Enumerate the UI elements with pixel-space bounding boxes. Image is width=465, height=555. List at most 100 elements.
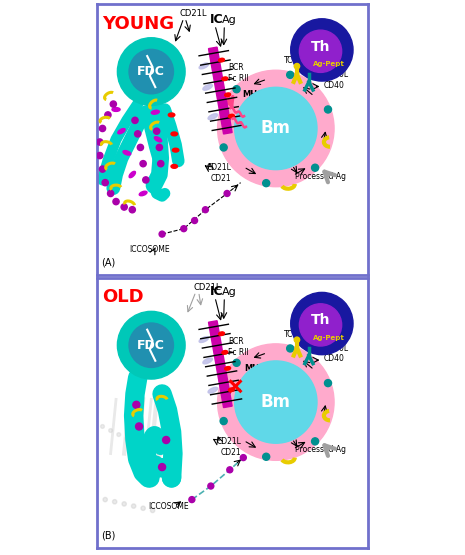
Ellipse shape	[222, 351, 228, 354]
Text: Th: Th	[311, 39, 330, 54]
Ellipse shape	[171, 164, 178, 168]
Ellipse shape	[151, 110, 159, 114]
Circle shape	[202, 207, 208, 213]
Text: (B): (B)	[101, 531, 115, 541]
Circle shape	[129, 206, 135, 213]
Text: Ag: Ag	[222, 287, 236, 297]
Circle shape	[141, 445, 145, 448]
Text: FDC: FDC	[137, 339, 165, 352]
Circle shape	[299, 304, 342, 346]
Text: ICCOSOME: ICCOSOME	[148, 502, 189, 511]
Circle shape	[325, 380, 332, 387]
Ellipse shape	[219, 58, 225, 62]
Circle shape	[125, 437, 129, 441]
Circle shape	[97, 153, 103, 159]
Text: CD40: CD40	[323, 355, 344, 364]
Ellipse shape	[203, 358, 213, 364]
Text: Processed Ag: Processed Ag	[295, 171, 346, 180]
Circle shape	[132, 117, 138, 123]
Ellipse shape	[123, 150, 131, 155]
Circle shape	[143, 177, 149, 183]
Text: CD40L: CD40L	[323, 70, 348, 79]
Circle shape	[181, 226, 187, 231]
Text: CD21L: CD21L	[207, 164, 232, 173]
Circle shape	[218, 344, 334, 460]
Circle shape	[159, 463, 166, 471]
Circle shape	[189, 497, 195, 503]
Text: CD21: CD21	[210, 174, 231, 183]
Ellipse shape	[225, 366, 231, 370]
Text: Ag-Pept: Ag-Pept	[312, 335, 345, 341]
Text: FDC: FDC	[137, 65, 165, 78]
Circle shape	[233, 359, 240, 366]
Ellipse shape	[225, 93, 231, 97]
Ellipse shape	[203, 84, 213, 90]
Ellipse shape	[173, 148, 179, 152]
Circle shape	[291, 292, 353, 355]
Circle shape	[133, 441, 137, 445]
Ellipse shape	[129, 171, 135, 178]
Circle shape	[312, 164, 319, 171]
Circle shape	[102, 179, 108, 186]
Ellipse shape	[222, 77, 228, 80]
Ellipse shape	[228, 114, 234, 118]
Circle shape	[113, 199, 119, 205]
Text: CD40L: CD40L	[323, 344, 348, 352]
Ellipse shape	[168, 113, 175, 117]
Circle shape	[153, 128, 160, 134]
Text: CD21L: CD21L	[216, 437, 241, 446]
Text: Processed Ag: Processed Ag	[295, 445, 346, 454]
Circle shape	[312, 438, 319, 445]
Circle shape	[291, 19, 353, 81]
Text: (A): (A)	[101, 258, 115, 268]
Text: OLD: OLD	[102, 289, 144, 306]
Circle shape	[263, 453, 270, 460]
Text: Th: Th	[311, 313, 330, 327]
Circle shape	[122, 502, 126, 506]
Circle shape	[263, 180, 270, 186]
Circle shape	[100, 125, 106, 132]
Circle shape	[158, 160, 164, 167]
Ellipse shape	[112, 108, 120, 112]
Circle shape	[100, 166, 106, 172]
Circle shape	[299, 30, 342, 72]
Circle shape	[218, 70, 334, 186]
Circle shape	[109, 428, 113, 432]
Circle shape	[151, 508, 155, 513]
Text: ICCOSOME: ICCOSOME	[130, 245, 170, 254]
Ellipse shape	[154, 137, 162, 142]
Polygon shape	[208, 47, 232, 134]
Text: Fc RII: Fc RII	[228, 347, 248, 357]
Ellipse shape	[228, 388, 234, 391]
Circle shape	[129, 49, 173, 94]
Circle shape	[220, 417, 227, 425]
Text: BCR: BCR	[228, 337, 244, 346]
Circle shape	[141, 506, 145, 511]
Text: IC: IC	[209, 285, 223, 298]
Circle shape	[117, 311, 185, 379]
Ellipse shape	[208, 114, 218, 119]
Text: Fc RII: Fc RII	[228, 74, 248, 83]
Text: TCR: TCR	[284, 330, 299, 339]
Circle shape	[137, 144, 144, 150]
Text: CD21: CD21	[220, 448, 241, 457]
Circle shape	[134, 131, 141, 137]
Text: YOUNG: YOUNG	[102, 15, 174, 33]
Circle shape	[121, 204, 127, 210]
Circle shape	[220, 144, 227, 151]
Circle shape	[129, 323, 173, 367]
Circle shape	[149, 449, 153, 453]
Text: CD21L: CD21L	[179, 9, 207, 18]
Ellipse shape	[118, 129, 125, 134]
Text: CD21L: CD21L	[193, 282, 221, 292]
Text: MHCII: MHCII	[242, 90, 269, 99]
Circle shape	[97, 139, 103, 145]
Ellipse shape	[219, 332, 225, 336]
Circle shape	[110, 101, 116, 107]
Circle shape	[240, 455, 246, 461]
Text: MHCII: MHCII	[245, 364, 272, 373]
Text: BCR: BCR	[228, 63, 244, 72]
Circle shape	[159, 231, 165, 237]
Circle shape	[133, 401, 140, 408]
Circle shape	[113, 500, 117, 504]
